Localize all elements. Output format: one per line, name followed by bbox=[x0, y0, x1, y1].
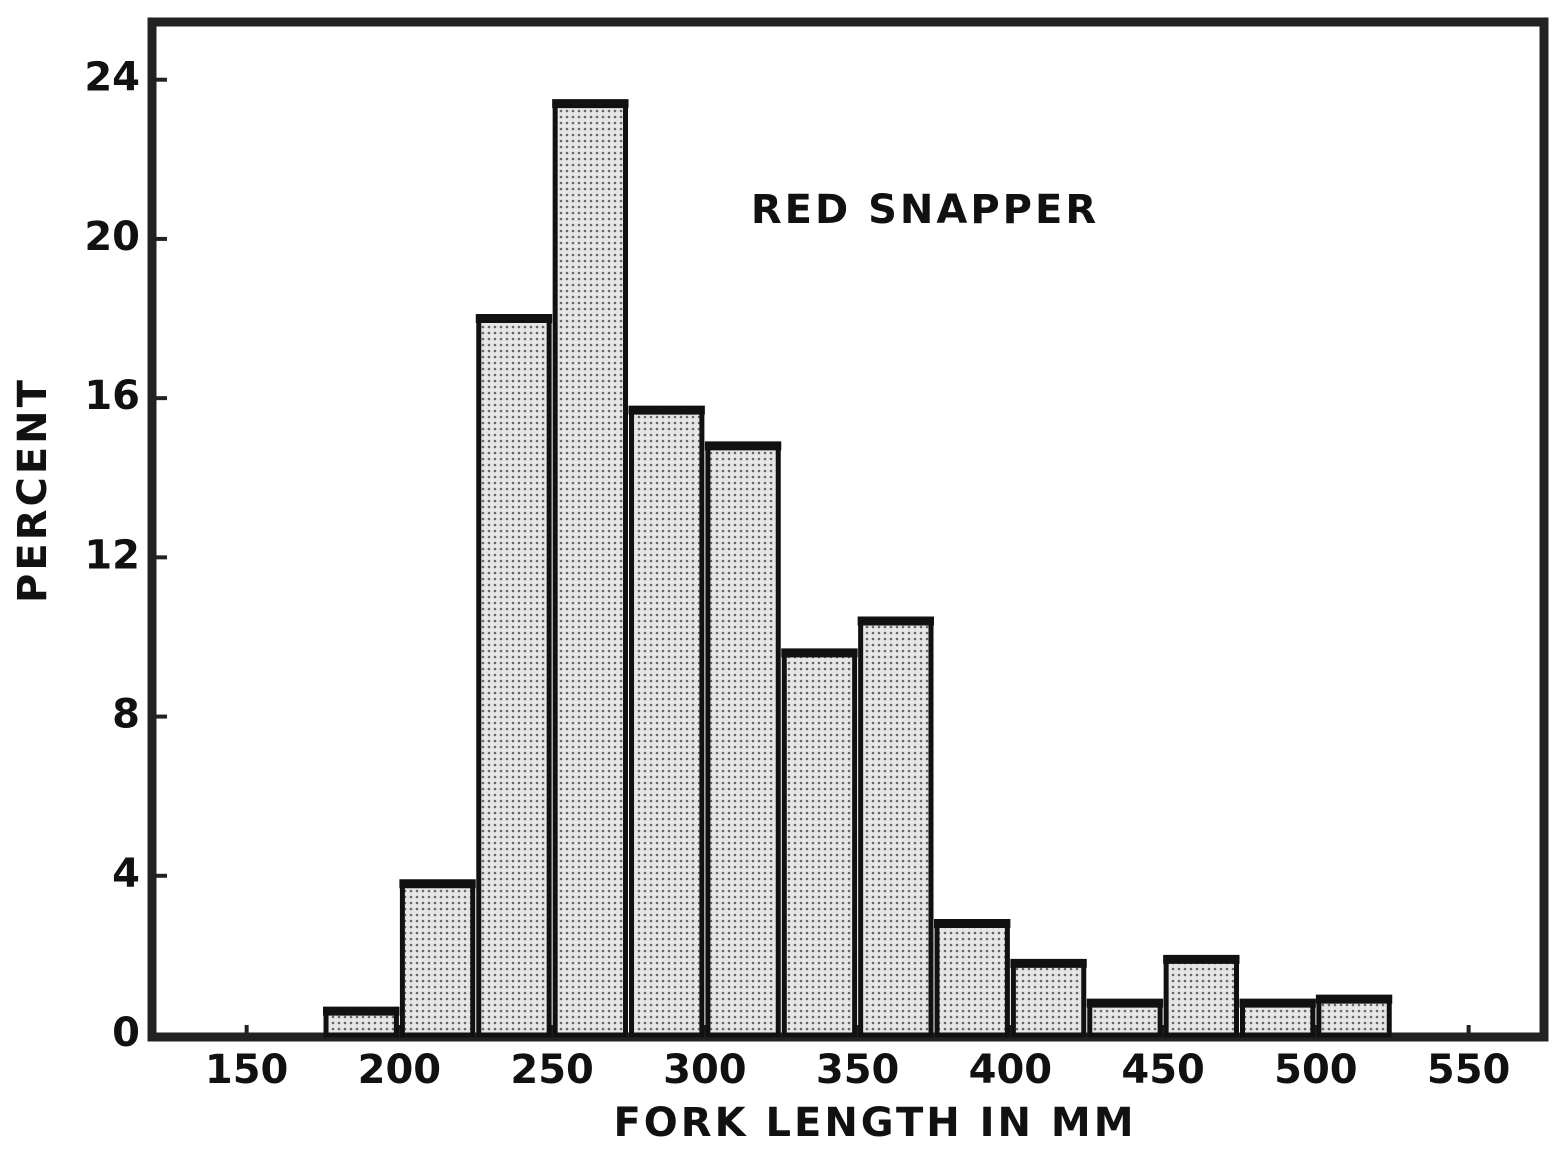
x-tick-label: 250 bbox=[510, 1047, 594, 1093]
bar bbox=[934, 921, 1010, 1038]
y-tick-label: 24 bbox=[84, 55, 140, 101]
x-tick-label: 200 bbox=[358, 1047, 442, 1093]
y-tick-label: 20 bbox=[84, 214, 140, 260]
bar bbox=[552, 101, 629, 1038]
x-tick-label: 350 bbox=[816, 1047, 900, 1093]
chart-title: RED SNAPPER bbox=[751, 187, 1099, 233]
y-tick-label: 12 bbox=[84, 532, 140, 578]
y-tick-label: 16 bbox=[84, 373, 140, 419]
x-tick-label: 400 bbox=[969, 1047, 1053, 1093]
bar bbox=[858, 618, 934, 1038]
y-axis-label: PERCENT bbox=[10, 377, 56, 603]
bar bbox=[1240, 1000, 1316, 1038]
x-tick-label: 300 bbox=[663, 1047, 747, 1093]
y-tick-label: 8 bbox=[112, 692, 140, 738]
x-axis-label: FORK LENGTH IN MM bbox=[613, 1100, 1136, 1146]
bar bbox=[1010, 960, 1087, 1038]
bar bbox=[1163, 956, 1240, 1038]
x-tick-label: 550 bbox=[1427, 1047, 1511, 1093]
bar bbox=[1316, 996, 1392, 1038]
y-tick-label: 0 bbox=[112, 1010, 140, 1056]
bar bbox=[705, 443, 781, 1038]
x-tick-label: 500 bbox=[1274, 1047, 1358, 1093]
x-tick-label: 450 bbox=[1121, 1047, 1205, 1093]
bar bbox=[399, 881, 476, 1038]
x-tick-label: 150 bbox=[205, 1047, 289, 1093]
y-tick-label: 4 bbox=[112, 851, 140, 897]
bar bbox=[1087, 1000, 1163, 1038]
bar bbox=[629, 407, 705, 1038]
bar bbox=[781, 650, 858, 1038]
bar bbox=[476, 316, 552, 1038]
